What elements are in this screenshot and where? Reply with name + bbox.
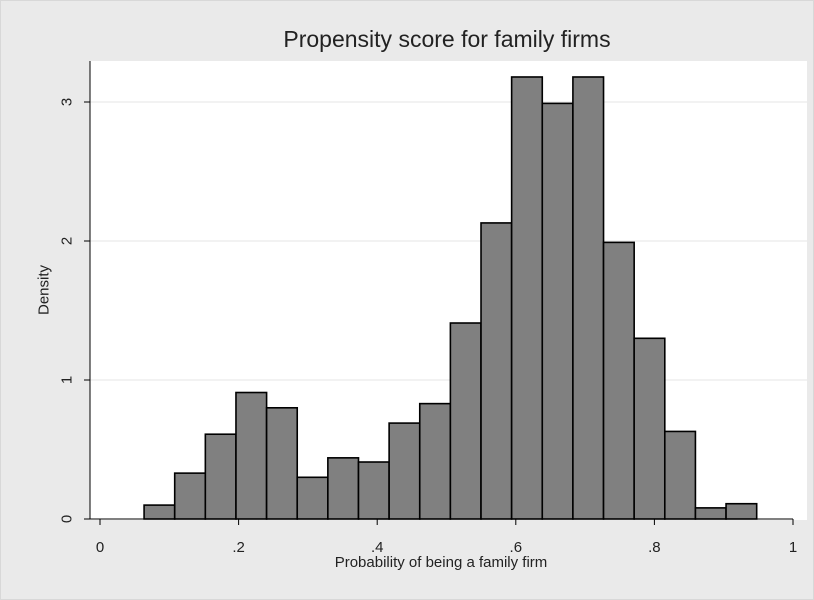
x-axis-label: Probability of being a family firm <box>334 554 548 571</box>
histogram-bar-8 <box>388 422 421 520</box>
histogram-bar-16 <box>633 337 666 520</box>
x-tick-label-4: .8 <box>648 539 661 556</box>
y-tick-label-1: 1 <box>59 376 76 384</box>
histogram-bar-5 <box>296 476 329 520</box>
histogram-bar-19 <box>725 502 758 520</box>
chart-title: Propensity score for family firms <box>283 26 611 52</box>
gridlines <box>90 101 807 381</box>
y-tick-label-0: 0 <box>59 515 76 523</box>
y-tick-label-2: 2 <box>59 237 76 245</box>
x-tick-label-0: 0 <box>96 539 104 556</box>
histogram-bar-9 <box>418 402 452 520</box>
histogram-bar-18 <box>694 507 727 520</box>
histogram-bar-3 <box>235 391 268 520</box>
x-tick-label-1: .2 <box>232 539 245 556</box>
y-axis-label: Density <box>35 264 53 316</box>
histogram-bar-10 <box>449 322 482 520</box>
bars <box>143 76 758 520</box>
histogram-bar-7 <box>357 461 390 520</box>
histogram-bar-14 <box>572 76 605 520</box>
x-tick-label-2: .4 <box>371 539 384 556</box>
histogram-bar-2 <box>204 433 237 520</box>
histogram-bar-13 <box>541 102 574 520</box>
x-tick-label-3: .6 <box>510 539 523 556</box>
histogram-bar-12 <box>510 76 544 520</box>
histogram-bar-17 <box>663 430 697 520</box>
histogram-bar-11 <box>480 222 513 520</box>
histogram-bar-4 <box>265 406 299 520</box>
histogram-bar-6 <box>327 457 360 520</box>
histogram-bar-1 <box>173 472 207 520</box>
axes: 0 .2 .4 .6 .8 1 0 1 2 3 <box>59 61 797 556</box>
x-tick-label-5: 1 <box>789 539 797 556</box>
histogram-bar-15 <box>602 241 635 520</box>
histogram-bar-0 <box>143 504 176 520</box>
y-tick-label-3: 3 <box>59 98 76 106</box>
